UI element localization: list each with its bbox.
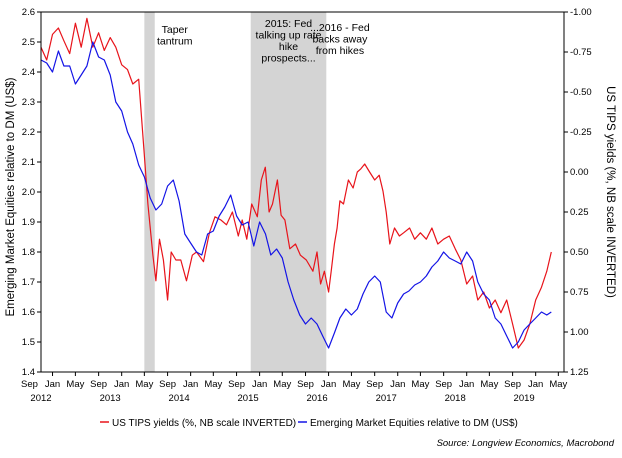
annotation-0: ...2016 - Fed — [310, 22, 370, 34]
shaded-period-label-1: prospects... — [261, 53, 315, 65]
shaded-period-label-0: tantrum — [157, 36, 193, 48]
right-tick-label: 0.25 — [570, 207, 589, 218]
x-tick-label: Sep — [21, 379, 38, 390]
legend: US TIPS yields (%, NB scale INVERTED) Em… — [100, 418, 518, 429]
right-tick-label: -0.75 — [570, 47, 592, 58]
right-tick-label: 1.00 — [570, 327, 589, 338]
left-tick-label: 1.4 — [22, 367, 35, 378]
shaded-periods — [144, 12, 327, 372]
right-axis-title: US TIPS yields (%, NB scale INVERTED) — [604, 86, 616, 298]
x-tick-label: Sep — [159, 379, 176, 390]
shaded-period-1 — [250, 12, 327, 372]
source-note: Source: Longview Economics, Macrobond — [437, 438, 615, 449]
x-tick-label: May — [66, 379, 84, 390]
x-tick-label: Sep — [90, 379, 107, 390]
x-year-label: 2019 — [514, 393, 535, 404]
x-tick-label: Jan — [528, 379, 543, 390]
x-year-label: 2014 — [169, 393, 190, 404]
x-tick-label: Jan — [183, 379, 198, 390]
left-tick-label: 1.9 — [22, 217, 35, 228]
right-tick-label: 0.75 — [570, 287, 589, 298]
left-axis-ticks: 1.4 1.5 1.6 1.7 1.8 1.9 2.0 2.1 2.2 2.3 2.4 2.5 2.6 — [22, 7, 41, 378]
x-year-label: 2013 — [100, 393, 121, 404]
x-tick-label: May — [342, 379, 360, 390]
right-axis-ticks: -1.00 -0.75 -0.50 -0.25 0.00 0.25 0.50 0.75 1.00… — [564, 7, 592, 378]
shaded-period-label-1: hike — [279, 41, 298, 53]
shaded-period-label-1: talking up rate — [256, 30, 322, 42]
x-axis-ticks: Sep Jan May Sep Jan May Sep Jan May Sep Jan May Sep J… — [21, 372, 568, 404]
legend-label-em: Emerging Market Equities relative to DM … — [310, 418, 518, 429]
x-year-label: 2018 — [445, 393, 466, 404]
legend-label-tips: US TIPS yields (%, NB scale INVERTED) — [112, 418, 296, 429]
left-tick-label: 2.0 — [22, 187, 35, 198]
left-tick-label: 1.7 — [22, 277, 35, 288]
right-tick-label: -1.00 — [570, 7, 592, 18]
annotation-0: from hikes — [316, 45, 364, 57]
x-tick-label: Jan — [252, 379, 267, 390]
series-layer — [40, 17, 552, 349]
shaded-period-label-1: 2015: Fed — [265, 18, 312, 30]
x-year-label: 2012 — [30, 393, 51, 404]
x-year-label: 2016 — [306, 393, 327, 404]
left-tick-label: 2.2 — [22, 127, 35, 138]
x-tick-label: Jan — [321, 379, 336, 390]
right-tick-label: -0.25 — [570, 127, 592, 138]
x-tick-label: May — [480, 379, 498, 390]
right-tick-label: -0.50 — [570, 87, 592, 98]
left-tick-label: 2.1 — [22, 157, 35, 168]
annotation-0: backs away — [312, 34, 368, 46]
left-axis-title: Emerging Market Equities relative to DM … — [5, 77, 17, 316]
left-tick-label: 2.3 — [22, 97, 35, 108]
series-line-1 — [40, 41, 552, 349]
right-tick-label: 1.25 — [570, 367, 589, 378]
x-tick-label: Jan — [459, 379, 474, 390]
x-tick-label: May — [135, 379, 153, 390]
x-tick-label: Sep — [366, 379, 383, 390]
left-tick-label: 2.5 — [22, 37, 35, 48]
left-tick-label: 1.8 — [22, 247, 35, 258]
left-tick-label: 1.6 — [22, 307, 35, 318]
x-tick-label: Sep — [504, 379, 521, 390]
right-tick-label: 0.50 — [570, 247, 589, 258]
shaded-period-0 — [144, 12, 155, 372]
x-tick-label: Jan — [114, 379, 129, 390]
x-tick-label: Jan — [390, 379, 405, 390]
x-tick-label: May — [411, 379, 429, 390]
x-tick-label: Jan — [45, 379, 60, 390]
x-tick-label: Sep — [297, 379, 314, 390]
x-tick-label: May — [204, 379, 222, 390]
x-year-label: 2015 — [238, 393, 259, 404]
x-tick-label: Sep — [435, 379, 452, 390]
series-line-0 — [40, 17, 552, 349]
left-tick-label: 1.5 — [22, 337, 35, 348]
right-tick-label: 0.00 — [570, 167, 589, 178]
x-tick-label: May — [549, 379, 567, 390]
x-year-label: 2017 — [376, 393, 397, 404]
x-tick-label: Sep — [228, 379, 245, 390]
shaded-period-label-0: Taper — [162, 24, 189, 36]
x-tick-label: May — [273, 379, 291, 390]
left-tick-label: 2.4 — [22, 67, 35, 78]
left-tick-label: 2.6 — [22, 7, 35, 18]
